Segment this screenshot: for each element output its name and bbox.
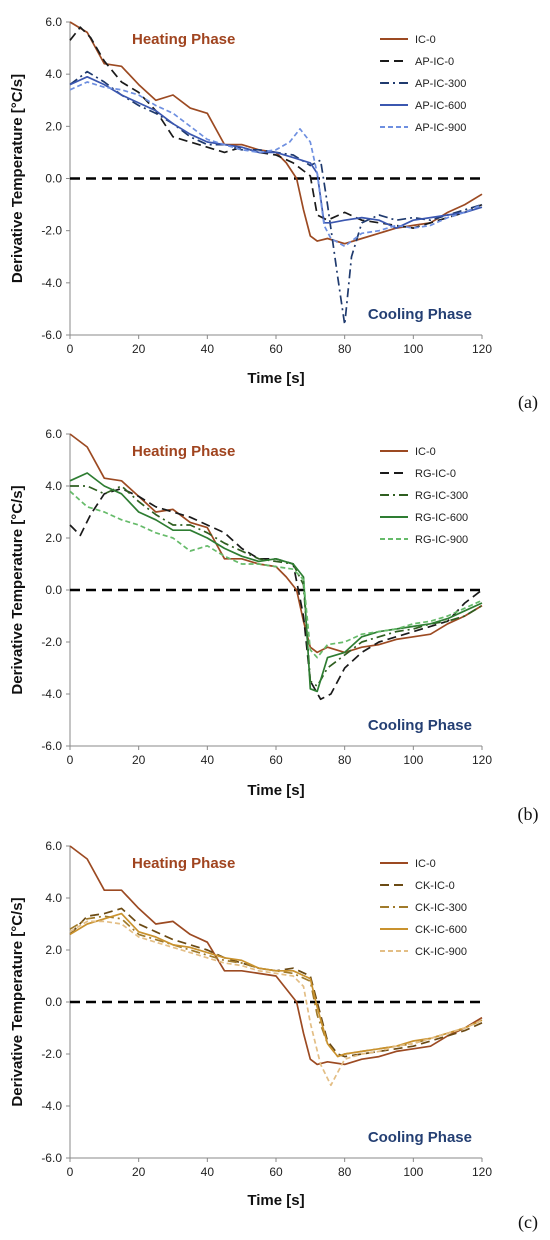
legend-label: IC-0	[415, 858, 436, 870]
x-tick-label: 60	[269, 753, 283, 767]
cooling-phase-annotation: Cooling Phase	[368, 1129, 472, 1146]
legend-label: IC-0	[415, 446, 436, 458]
y-axis-label: Derivative Temperature [°C/s]	[9, 897, 26, 1106]
x-tick-label: 40	[201, 1165, 215, 1179]
y-axis-label: Derivative Temperature [°C/s]	[9, 74, 26, 283]
x-tick-label: 100	[403, 342, 423, 356]
y-tick-label: 0.0	[45, 583, 62, 597]
series-line-rg-ic-900	[69, 490, 483, 659]
heating-phase-annotation: Heating Phase	[132, 31, 235, 48]
x-tick-label: 0	[67, 753, 74, 767]
x-axis-label: Time [s]	[247, 1192, 304, 1209]
y-axis-label: Derivative Temperature [°C/s]	[9, 485, 26, 694]
legend-label: AP-IC-600	[415, 100, 466, 112]
x-tick-label: 40	[201, 342, 215, 356]
x-tick-label: 100	[403, 753, 423, 767]
y-tick-label: 0.0	[45, 995, 62, 1009]
legend-label: RG-IC-900	[415, 534, 468, 546]
y-tick-label: -6.0	[41, 1151, 62, 1165]
legend-label: AP-IC-0	[415, 56, 454, 68]
y-tick-label: 0.0	[45, 172, 62, 186]
legend-label: CK-IC-900	[415, 946, 467, 958]
y-tick-label: 4.0	[45, 891, 62, 905]
x-tick-label: 40	[201, 753, 215, 767]
series-line-rg-ic-600	[69, 472, 483, 693]
y-tick-label: -2.0	[41, 224, 62, 238]
y-tick-label: -2.0	[41, 635, 62, 649]
series-line-ap-ic-0	[69, 26, 483, 229]
legend-label: RG-IC-600	[415, 512, 468, 524]
y-tick-label: -6.0	[41, 739, 62, 753]
x-axis-label: Time [s]	[247, 370, 304, 387]
legend-label: CK-IC-0	[415, 880, 455, 892]
panel-label: (a)	[518, 392, 538, 413]
panel-label: (c)	[518, 1212, 538, 1233]
x-tick-label: 0	[67, 1165, 74, 1179]
cooling-phase-annotation: Cooling Phase	[368, 306, 472, 323]
y-tick-label: 2.0	[45, 943, 62, 957]
series-line-ap-ic-600	[69, 75, 483, 229]
x-tick-label: 0	[67, 342, 74, 356]
y-tick-label: -4.0	[41, 276, 62, 290]
heating-phase-annotation: Heating Phase	[132, 855, 235, 872]
legend-label: RG-IC-0	[415, 468, 456, 480]
series-line-ck-ic-600	[69, 912, 483, 1058]
y-tick-label: -4.0	[41, 687, 62, 701]
x-tick-label: 60	[269, 342, 283, 356]
series-line-ck-ic-0	[69, 907, 483, 1058]
x-tick-label: 20	[132, 753, 146, 767]
legend-label: CK-IC-300	[415, 902, 467, 914]
x-tick-label: 80	[338, 342, 352, 356]
x-tick-label: 120	[472, 342, 492, 356]
panel-label: (b)	[518, 804, 539, 825]
series-line-ap-ic-900	[69, 81, 483, 248]
x-tick-label: 100	[403, 1165, 423, 1179]
y-tick-label: 4.0	[45, 67, 62, 81]
y-tick-label: 6.0	[45, 15, 62, 29]
x-tick-label: 80	[338, 753, 352, 767]
series-line-ic-0	[69, 845, 483, 1066]
legend-label: AP-IC-300	[415, 78, 466, 90]
y-tick-label: 2.0	[45, 119, 62, 133]
legend-label: IC-0	[415, 34, 436, 46]
x-tick-label: 120	[472, 753, 492, 767]
x-tick-label: 60	[269, 1165, 283, 1179]
cooling-phase-annotation: Cooling Phase	[368, 717, 472, 734]
y-tick-label: 2.0	[45, 531, 62, 545]
series-line-ap-ic-300	[69, 70, 483, 326]
heating-phase-annotation: Heating Phase	[132, 443, 235, 460]
legend-label: AP-IC-900	[415, 122, 466, 134]
y-tick-label: -4.0	[41, 1099, 62, 1113]
legend-label: CK-IC-600	[415, 924, 467, 936]
chart-panel-1: 6.0 4.0 2.0 0.0 -2.0 -4.0 -6.0 0 20 40 60 80 100 120 T…	[9, 15, 538, 413]
x-tick-label: 120	[472, 1165, 492, 1179]
legend-label: RG-IC-300	[415, 490, 468, 502]
series-line-ck-ic-300	[69, 915, 483, 1058]
x-tick-label: 20	[132, 342, 146, 356]
chart-panel-2: 6.0 4.0 2.0 0.0 -2.0 -4.0 -6.0 0 20 40 60 80 100 120 T…	[9, 427, 539, 825]
y-tick-label: 6.0	[45, 427, 62, 441]
y-tick-label: 4.0	[45, 479, 62, 493]
y-tick-label: -6.0	[41, 328, 62, 342]
chart-panel-3: 6.0 4.0 2.0 0.0 -2.0 -4.0 -6.0 0 20 40 60 80 100 120 T…	[9, 839, 538, 1233]
y-tick-label: -2.0	[41, 1047, 62, 1061]
x-axis-label: Time [s]	[247, 782, 304, 799]
x-tick-label: 20	[132, 1165, 146, 1179]
series-line-ic-0	[69, 433, 483, 654]
series-line-rg-ic-0	[69, 487, 483, 701]
y-tick-label: 6.0	[45, 839, 62, 853]
series-line-ck-ic-900	[69, 920, 483, 1087]
x-tick-label: 80	[338, 1165, 352, 1179]
